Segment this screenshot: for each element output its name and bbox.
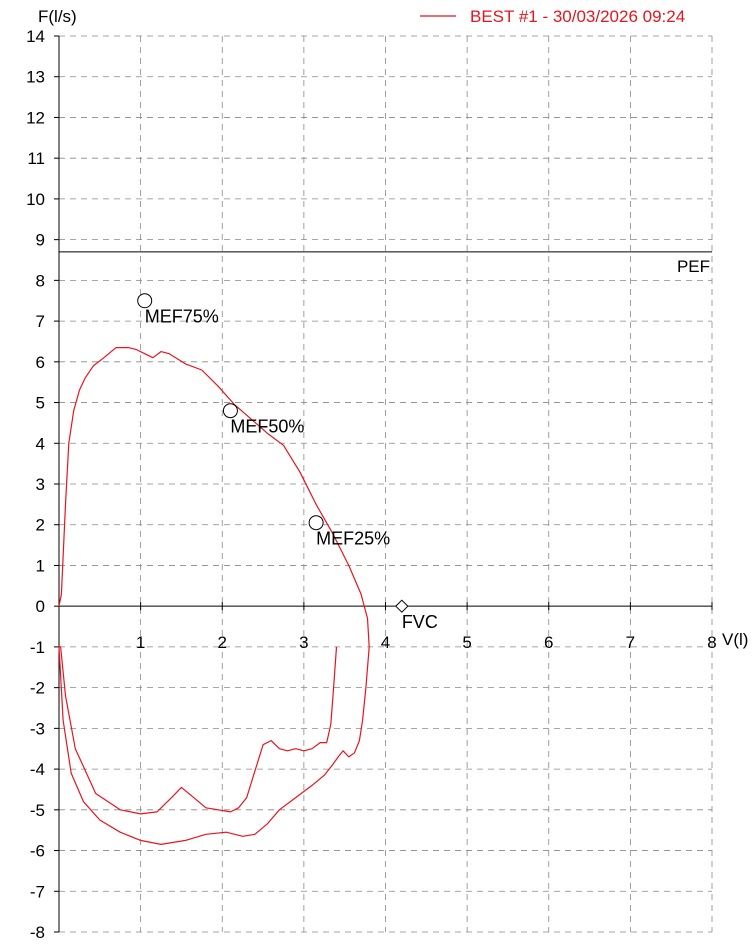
y-tick-label: -8 [30, 923, 45, 942]
reference-lines: PEF [59, 251, 712, 276]
y-tick-label: 11 [27, 149, 45, 168]
y-tick-label: 1 [36, 556, 45, 575]
mef25-label: MEF25% [316, 529, 390, 549]
mef75-label: MEF75% [145, 307, 219, 327]
x-tick-label: 7 [626, 633, 635, 652]
x-tick-label: 3 [299, 633, 308, 652]
fvc-label: FVC [402, 612, 438, 632]
legend: BEST #1 - 30/03/2026 09:24 [420, 7, 685, 26]
grid [59, 35, 713, 933]
y-tick-label: 2 [36, 516, 45, 535]
y-axis-label: F(l/s) [38, 7, 77, 26]
y-tick-label: 14 [26, 27, 45, 46]
y-tick-label: -4 [30, 760, 45, 779]
fvc-marker [395, 599, 409, 613]
y-tick-label: -2 [30, 679, 45, 698]
y-tick-label: -1 [30, 638, 45, 657]
x-tick-label: 2 [218, 633, 227, 652]
x-tick-label: 6 [544, 633, 553, 652]
mef25-marker [308, 515, 324, 531]
y-tick-label: 8 [36, 271, 45, 290]
x-axis-label: V(l) [722, 630, 748, 649]
mef50-label: MEF50% [230, 417, 304, 437]
mef50-marker [222, 403, 238, 419]
y-tick-label: 0 [36, 597, 45, 616]
x-tick-label: 8 [707, 633, 716, 652]
flow-volume-curve [58, 347, 370, 846]
legend-label: BEST #1 - 30/03/2026 09:24 [470, 7, 685, 26]
series [58, 347, 370, 846]
y-tick-label: -7 [30, 882, 45, 901]
y-tick-label: 5 [36, 394, 45, 413]
y-tick-label: 3 [36, 475, 45, 494]
y-tick-label: -6 [30, 842, 45, 861]
y-tick-label: -5 [30, 801, 45, 820]
y-tick-label: 9 [36, 231, 45, 250]
y-tick-label: 12 [26, 108, 45, 127]
y-tick-label: 10 [26, 190, 45, 209]
x-tick-label: 4 [381, 633, 390, 652]
x-tick-label: 1 [136, 633, 145, 652]
y-tick-label: 4 [36, 434, 45, 453]
y-tick-label: 7 [36, 312, 45, 331]
pef-label: PEF [677, 257, 710, 276]
y-tick-label: 13 [26, 68, 45, 87]
x-tick-label: 5 [462, 633, 471, 652]
markers: MEF75% MEF50% MEF25% FVC [137, 293, 438, 632]
y-tick-label: 6 [36, 353, 45, 372]
mef75-marker [137, 293, 153, 309]
y-tick-label: -3 [30, 719, 45, 738]
